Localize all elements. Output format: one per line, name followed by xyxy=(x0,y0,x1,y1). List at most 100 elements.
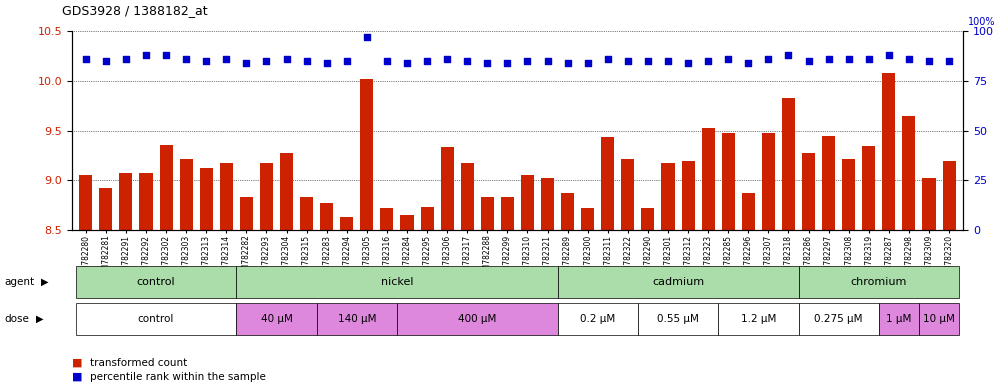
Point xyxy=(740,60,756,66)
Bar xyxy=(179,159,192,230)
Text: cadmium: cadmium xyxy=(652,277,704,287)
Point xyxy=(98,58,114,64)
Point xyxy=(841,56,857,62)
Point xyxy=(660,58,676,64)
Bar xyxy=(420,207,433,230)
Point xyxy=(580,60,596,66)
Bar xyxy=(361,79,374,230)
Bar xyxy=(481,197,494,230)
Point xyxy=(138,51,154,58)
Text: 100%: 100% xyxy=(968,17,996,27)
Point xyxy=(319,60,335,66)
Bar xyxy=(240,197,253,230)
Point xyxy=(640,58,656,64)
Point xyxy=(218,56,234,62)
Bar xyxy=(863,146,875,230)
Bar xyxy=(380,209,393,230)
Bar xyxy=(843,159,856,230)
Text: 40 μM: 40 μM xyxy=(261,314,293,324)
Point xyxy=(499,60,515,66)
Point xyxy=(560,60,576,66)
Point xyxy=(880,51,896,58)
Point xyxy=(680,60,696,66)
Point xyxy=(801,58,817,64)
Point xyxy=(178,56,194,62)
Point xyxy=(620,58,635,64)
Point xyxy=(118,56,133,62)
Bar xyxy=(100,189,113,230)
Point xyxy=(439,56,455,62)
Point xyxy=(238,60,254,66)
Bar xyxy=(902,116,915,230)
Text: percentile rank within the sample: percentile rank within the sample xyxy=(90,372,266,382)
Point xyxy=(520,58,536,64)
Text: GDS3928 / 1388182_at: GDS3928 / 1388182_at xyxy=(62,4,207,17)
Text: chromium: chromium xyxy=(851,277,907,287)
Bar xyxy=(521,175,534,230)
Text: 1.2 μM: 1.2 μM xyxy=(741,314,776,324)
Text: control: control xyxy=(137,314,174,324)
Point xyxy=(821,56,837,62)
Text: ■: ■ xyxy=(72,372,83,382)
Point xyxy=(600,56,616,62)
Text: ■: ■ xyxy=(72,358,83,368)
Point xyxy=(78,56,94,62)
Point xyxy=(861,56,876,62)
Text: 10 μM: 10 μM xyxy=(923,314,955,324)
Point xyxy=(259,58,275,64)
Point xyxy=(399,60,415,66)
Text: agent: agent xyxy=(4,277,34,287)
Bar xyxy=(762,132,775,230)
Bar xyxy=(701,127,715,230)
Bar xyxy=(461,162,474,230)
Point xyxy=(700,58,716,64)
Point xyxy=(299,58,315,64)
Point xyxy=(760,56,776,62)
Text: control: control xyxy=(136,277,175,287)
Bar xyxy=(782,98,795,230)
Text: transformed count: transformed count xyxy=(90,358,187,368)
Point xyxy=(419,58,435,64)
Bar xyxy=(260,162,273,230)
Bar xyxy=(80,175,93,230)
Bar xyxy=(742,194,755,230)
Bar xyxy=(822,136,835,230)
Bar xyxy=(280,152,293,230)
Point xyxy=(479,60,495,66)
Point xyxy=(540,58,556,64)
Text: nickel: nickel xyxy=(380,277,413,287)
Text: ▶: ▶ xyxy=(41,277,49,287)
Bar xyxy=(802,152,815,230)
Bar xyxy=(501,197,514,230)
Bar xyxy=(341,217,354,230)
Point xyxy=(921,58,937,64)
Bar xyxy=(602,137,615,230)
Bar xyxy=(220,162,233,230)
Text: 140 μM: 140 μM xyxy=(338,314,376,324)
Bar xyxy=(300,197,313,230)
Bar xyxy=(582,209,595,230)
Text: 0.55 μM: 0.55 μM xyxy=(657,314,699,324)
Text: 0.2 μM: 0.2 μM xyxy=(580,314,616,324)
Bar xyxy=(320,204,334,230)
Bar xyxy=(922,179,935,230)
Bar xyxy=(661,162,674,230)
Bar xyxy=(541,179,554,230)
Text: dose: dose xyxy=(4,314,29,324)
Bar xyxy=(159,144,172,230)
Point xyxy=(198,58,214,64)
Bar xyxy=(622,159,634,230)
Bar xyxy=(200,169,213,230)
Bar xyxy=(440,147,453,230)
Point xyxy=(901,56,917,62)
Text: 400 μM: 400 μM xyxy=(458,314,496,324)
Bar xyxy=(882,73,895,230)
Bar xyxy=(942,161,955,230)
Bar xyxy=(681,161,694,230)
Bar xyxy=(641,209,654,230)
Point xyxy=(781,51,797,58)
Text: ▶: ▶ xyxy=(36,314,44,324)
Bar xyxy=(722,132,735,230)
Bar xyxy=(400,215,413,230)
Text: 1 μM: 1 μM xyxy=(886,314,911,324)
